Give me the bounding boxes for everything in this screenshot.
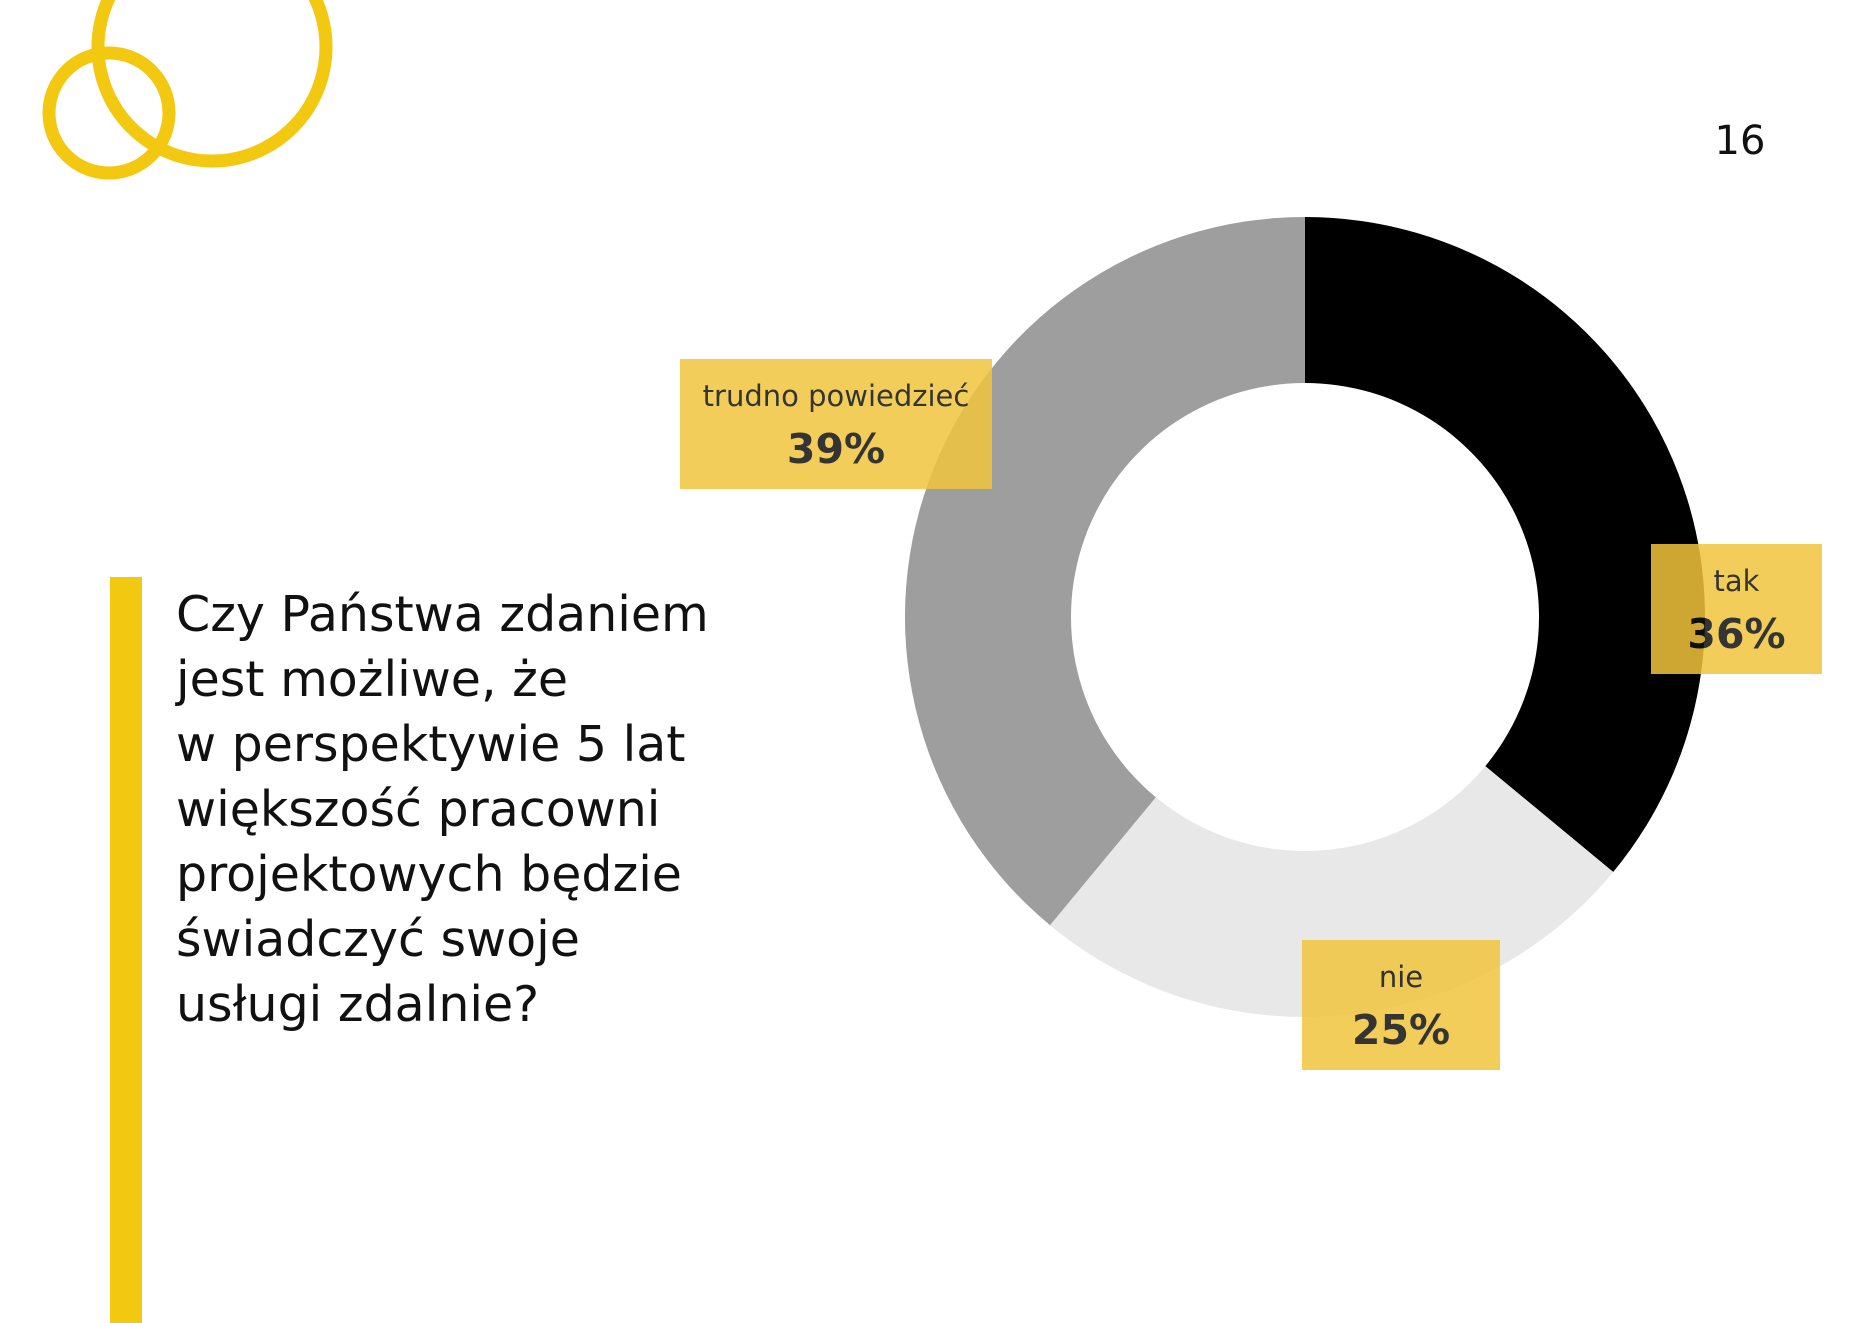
page-number: 16: [1714, 118, 1766, 164]
label-name-nie: nie: [1378, 960, 1424, 994]
rings-logo: [42, 0, 333, 180]
donut-slice-trudno-powiedzieć: [904, 217, 1305, 926]
accent-bar: [110, 577, 142, 1323]
label-box-tak: tak 36%: [1651, 544, 1822, 674]
label-value-tak: 36%: [1687, 610, 1786, 658]
label-name-tak: tak: [1713, 564, 1760, 598]
label-box-trudno-powiedzieć: trudno powiedzieć 39%: [680, 359, 992, 489]
label-box-nie: nie 25%: [1302, 940, 1500, 1070]
label-value-trudno-powiedzieć: 39%: [786, 425, 886, 473]
question-text: Czy Państwa zdaniem jest możliwe, że w p…: [176, 586, 709, 1033]
label-value-nie: 25%: [1351, 1006, 1451, 1054]
label-name-trudno-powiedzieć: trudno powiedzieć: [702, 379, 970, 413]
logo-ring-large: [91, 0, 333, 168]
logo-ring-small: [42, 46, 176, 180]
donut-slice-tak: [1305, 217, 1705, 872]
